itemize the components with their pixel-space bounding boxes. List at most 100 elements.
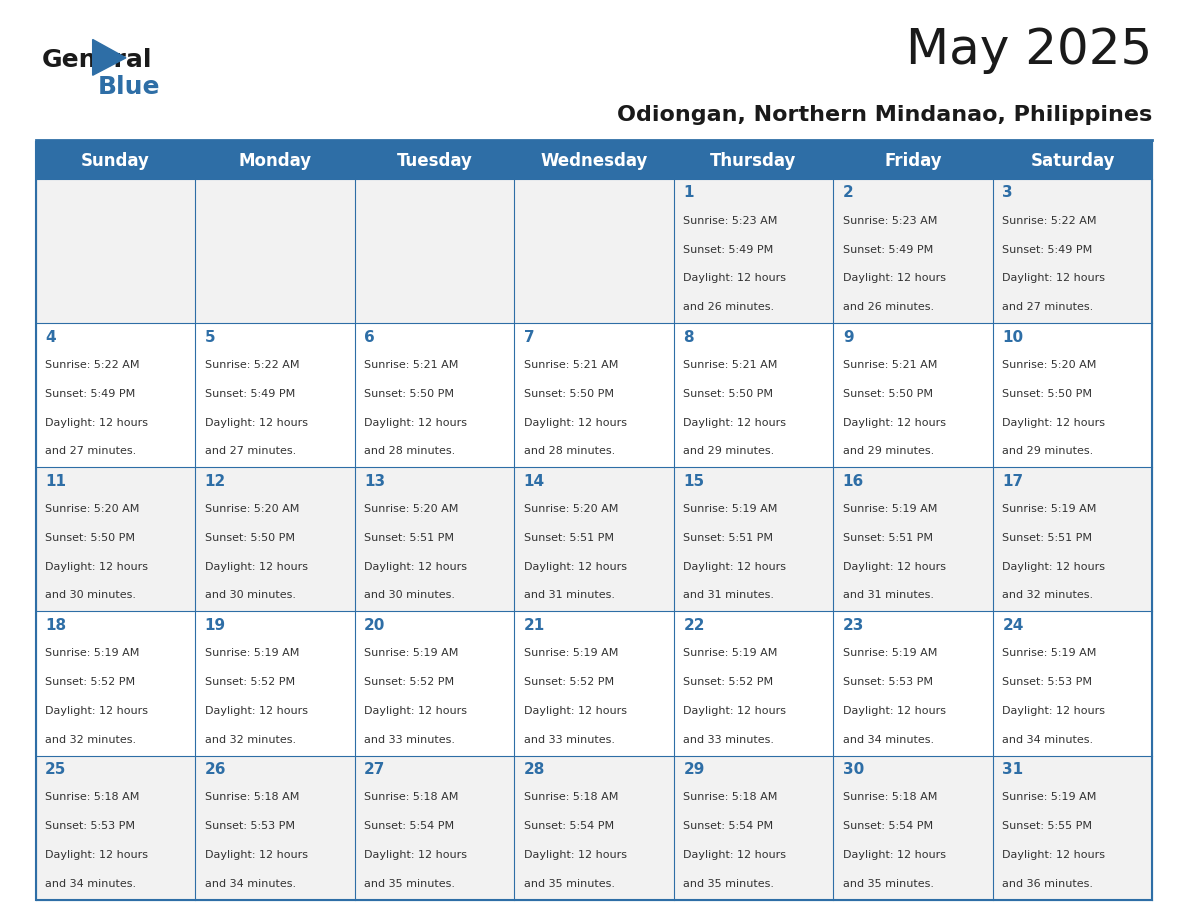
- Text: and 34 minutes.: and 34 minutes.: [204, 879, 296, 889]
- Text: Sunset: 5:55 PM: Sunset: 5:55 PM: [1003, 821, 1092, 831]
- Text: Daylight: 12 hours: Daylight: 12 hours: [683, 274, 786, 284]
- Text: and 27 minutes.: and 27 minutes.: [1003, 302, 1094, 312]
- Text: Sunset: 5:52 PM: Sunset: 5:52 PM: [204, 677, 295, 687]
- FancyBboxPatch shape: [674, 179, 833, 323]
- Text: Sunrise: 5:19 AM: Sunrise: 5:19 AM: [842, 504, 937, 514]
- FancyBboxPatch shape: [36, 142, 1152, 179]
- Text: Sunset: 5:54 PM: Sunset: 5:54 PM: [683, 821, 773, 831]
- Text: Sunset: 5:53 PM: Sunset: 5:53 PM: [45, 821, 135, 831]
- Text: Sunrise: 5:18 AM: Sunrise: 5:18 AM: [842, 792, 937, 802]
- Text: Sunday: Sunday: [81, 151, 150, 170]
- FancyBboxPatch shape: [355, 179, 514, 323]
- FancyBboxPatch shape: [993, 611, 1152, 756]
- Text: 15: 15: [683, 474, 704, 488]
- Text: 8: 8: [683, 330, 694, 344]
- Text: Saturday: Saturday: [1030, 151, 1114, 170]
- Text: and 32 minutes.: and 32 minutes.: [1003, 590, 1093, 600]
- Text: Sunset: 5:50 PM: Sunset: 5:50 PM: [45, 532, 135, 543]
- Text: 24: 24: [1003, 618, 1024, 633]
- Text: and 30 minutes.: and 30 minutes.: [365, 590, 455, 600]
- Text: Daylight: 12 hours: Daylight: 12 hours: [45, 562, 148, 572]
- Text: 4: 4: [45, 330, 56, 344]
- Text: and 36 minutes.: and 36 minutes.: [1003, 879, 1093, 889]
- FancyBboxPatch shape: [514, 179, 674, 323]
- Text: Sunrise: 5:21 AM: Sunrise: 5:21 AM: [842, 360, 937, 370]
- Text: Daylight: 12 hours: Daylight: 12 hours: [524, 418, 627, 428]
- Text: Sunset: 5:53 PM: Sunset: 5:53 PM: [204, 821, 295, 831]
- Text: and 34 minutes.: and 34 minutes.: [1003, 734, 1093, 744]
- Text: and 34 minutes.: and 34 minutes.: [842, 734, 934, 744]
- Text: Daylight: 12 hours: Daylight: 12 hours: [842, 418, 946, 428]
- Text: Sunrise: 5:20 AM: Sunrise: 5:20 AM: [365, 504, 459, 514]
- Text: and 29 minutes.: and 29 minutes.: [1003, 446, 1094, 456]
- Text: Sunset: 5:51 PM: Sunset: 5:51 PM: [683, 532, 773, 543]
- Text: Sunrise: 5:22 AM: Sunrise: 5:22 AM: [45, 360, 140, 370]
- Text: Sunset: 5:51 PM: Sunset: 5:51 PM: [1003, 532, 1092, 543]
- Text: Sunset: 5:52 PM: Sunset: 5:52 PM: [524, 677, 614, 687]
- Text: and 30 minutes.: and 30 minutes.: [204, 590, 296, 600]
- Text: 29: 29: [683, 762, 704, 777]
- Text: Sunset: 5:50 PM: Sunset: 5:50 PM: [204, 532, 295, 543]
- Text: Sunrise: 5:18 AM: Sunrise: 5:18 AM: [524, 792, 618, 802]
- Text: Daylight: 12 hours: Daylight: 12 hours: [1003, 418, 1105, 428]
- Text: Odiongan, Northern Mindanao, Philippines: Odiongan, Northern Mindanao, Philippines: [617, 105, 1152, 125]
- Text: Sunrise: 5:19 AM: Sunrise: 5:19 AM: [45, 648, 139, 658]
- Text: Thursday: Thursday: [710, 151, 797, 170]
- Text: and 35 minutes.: and 35 minutes.: [842, 879, 934, 889]
- FancyBboxPatch shape: [36, 323, 195, 467]
- Text: Sunrise: 5:19 AM: Sunrise: 5:19 AM: [683, 648, 778, 658]
- Text: 23: 23: [842, 618, 864, 633]
- Text: and 33 minutes.: and 33 minutes.: [365, 734, 455, 744]
- FancyBboxPatch shape: [833, 323, 993, 467]
- Polygon shape: [93, 39, 126, 75]
- Text: Sunrise: 5:23 AM: Sunrise: 5:23 AM: [842, 216, 937, 226]
- Text: Daylight: 12 hours: Daylight: 12 hours: [842, 706, 946, 716]
- FancyBboxPatch shape: [355, 611, 514, 756]
- Text: Friday: Friday: [884, 151, 942, 170]
- Text: Sunset: 5:51 PM: Sunset: 5:51 PM: [524, 532, 614, 543]
- FancyBboxPatch shape: [195, 323, 355, 467]
- Text: 11: 11: [45, 474, 67, 488]
- Text: 1: 1: [683, 185, 694, 200]
- FancyBboxPatch shape: [514, 611, 674, 756]
- Text: and 34 minutes.: and 34 minutes.: [45, 879, 137, 889]
- Text: and 32 minutes.: and 32 minutes.: [204, 734, 296, 744]
- Text: Sunset: 5:50 PM: Sunset: 5:50 PM: [365, 388, 454, 398]
- Text: 13: 13: [365, 474, 385, 488]
- Text: Sunset: 5:50 PM: Sunset: 5:50 PM: [1003, 388, 1092, 398]
- Text: Sunset: 5:49 PM: Sunset: 5:49 PM: [683, 244, 773, 254]
- FancyBboxPatch shape: [514, 467, 674, 611]
- Text: Daylight: 12 hours: Daylight: 12 hours: [204, 850, 308, 860]
- Text: Daylight: 12 hours: Daylight: 12 hours: [1003, 274, 1105, 284]
- Text: 18: 18: [45, 618, 67, 633]
- Text: Sunset: 5:50 PM: Sunset: 5:50 PM: [842, 388, 933, 398]
- Text: and 35 minutes.: and 35 minutes.: [683, 879, 775, 889]
- Text: Daylight: 12 hours: Daylight: 12 hours: [683, 562, 786, 572]
- Text: 12: 12: [204, 474, 226, 488]
- Text: Sunset: 5:53 PM: Sunset: 5:53 PM: [1003, 677, 1092, 687]
- Text: Sunrise: 5:21 AM: Sunrise: 5:21 AM: [683, 360, 778, 370]
- FancyBboxPatch shape: [36, 467, 195, 611]
- Text: Sunset: 5:52 PM: Sunset: 5:52 PM: [683, 677, 773, 687]
- Text: Sunset: 5:50 PM: Sunset: 5:50 PM: [683, 388, 773, 398]
- Text: 7: 7: [524, 330, 535, 344]
- Text: and 29 minutes.: and 29 minutes.: [683, 446, 775, 456]
- Text: 17: 17: [1003, 474, 1023, 488]
- Text: Sunrise: 5:22 AM: Sunrise: 5:22 AM: [204, 360, 299, 370]
- Text: 20: 20: [365, 618, 386, 633]
- Text: Sunrise: 5:20 AM: Sunrise: 5:20 AM: [45, 504, 139, 514]
- Text: and 31 minutes.: and 31 minutes.: [524, 590, 614, 600]
- Text: and 31 minutes.: and 31 minutes.: [842, 590, 934, 600]
- Text: 30: 30: [842, 762, 864, 777]
- Text: Daylight: 12 hours: Daylight: 12 hours: [842, 274, 946, 284]
- Text: Sunrise: 5:19 AM: Sunrise: 5:19 AM: [1003, 648, 1097, 658]
- Text: Daylight: 12 hours: Daylight: 12 hours: [45, 850, 148, 860]
- FancyBboxPatch shape: [514, 323, 674, 467]
- Text: 27: 27: [365, 762, 386, 777]
- Text: and 31 minutes.: and 31 minutes.: [683, 590, 775, 600]
- Text: Sunset: 5:49 PM: Sunset: 5:49 PM: [1003, 244, 1093, 254]
- Text: Sunrise: 5:18 AM: Sunrise: 5:18 AM: [204, 792, 299, 802]
- FancyBboxPatch shape: [674, 323, 833, 467]
- Text: Daylight: 12 hours: Daylight: 12 hours: [45, 418, 148, 428]
- Text: Tuesday: Tuesday: [397, 151, 473, 170]
